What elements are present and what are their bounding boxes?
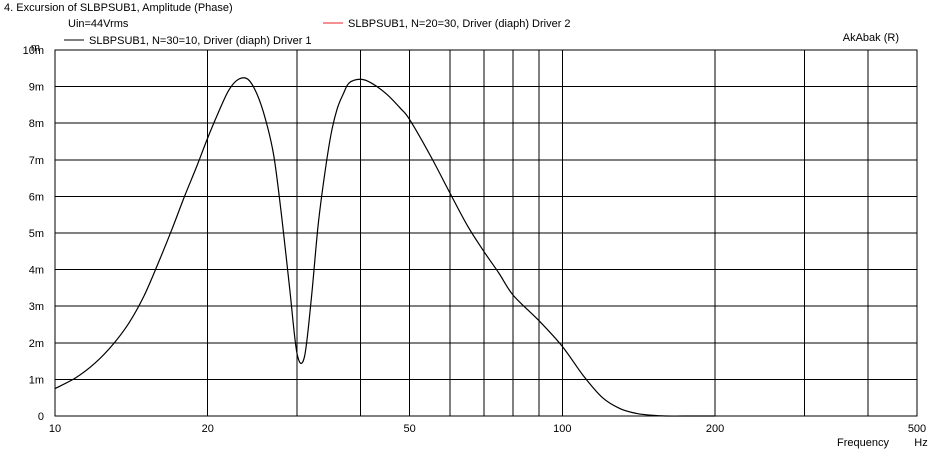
y-unit-label: m: [31, 42, 40, 54]
y-tick-label: 7m: [29, 155, 44, 167]
watermark-label: AkAbak (R): [843, 32, 899, 44]
y-tick-label: 10m: [23, 45, 44, 57]
y-tick-label: 4m: [29, 265, 44, 277]
legend-label-driver1: SLBPSUB1, N=30=10, Driver (diaph) Driver…: [89, 35, 312, 47]
grid: [55, 50, 917, 416]
series-lines: [54, 77, 716, 417]
y-tick-label: 5m: [29, 228, 44, 240]
x-unit-label: Hz: [914, 437, 927, 449]
y-tick-label: 2m: [29, 338, 44, 350]
x-tick-labels: 10 20 50 100 200 500: [49, 423, 926, 435]
chart-title: 4. Excursion of SLBPSUB1, Amplitude (Pha…: [4, 2, 233, 14]
legend: SLBPSUB1, N=20=30, Driver (diaph) Driver…: [64, 18, 571, 47]
y-tick-label: 8m: [29, 118, 44, 130]
chart-subtitle: Uin=44Vrms: [68, 18, 129, 30]
x-tick-label: 50: [404, 423, 416, 435]
y-tick-labels: 0 1m 2m 3m 4m 5m 6m 7m 8m 9m 10m: [23, 45, 44, 423]
x-tick-label: 20: [202, 423, 214, 435]
x-tick-label: 10: [49, 423, 61, 435]
legend-label-driver2: SLBPSUB1, N=20=30, Driver (diaph) Driver…: [348, 18, 571, 30]
x-tick-label: 100: [553, 423, 571, 435]
y-tick-label: 9m: [29, 82, 44, 94]
y-tick-label: 6m: [29, 191, 44, 203]
y-tick-label: 0: [38, 411, 44, 423]
y-tick-label: 3m: [29, 301, 44, 313]
series-line-driver1: [54, 77, 716, 417]
x-tick-label: 200: [706, 423, 724, 435]
y-tick-label: 1m: [29, 374, 44, 386]
plot-frame: [54, 49, 918, 417]
x-axis-label: Frequency: [837, 437, 889, 449]
x-tick-label: 500: [908, 423, 926, 435]
